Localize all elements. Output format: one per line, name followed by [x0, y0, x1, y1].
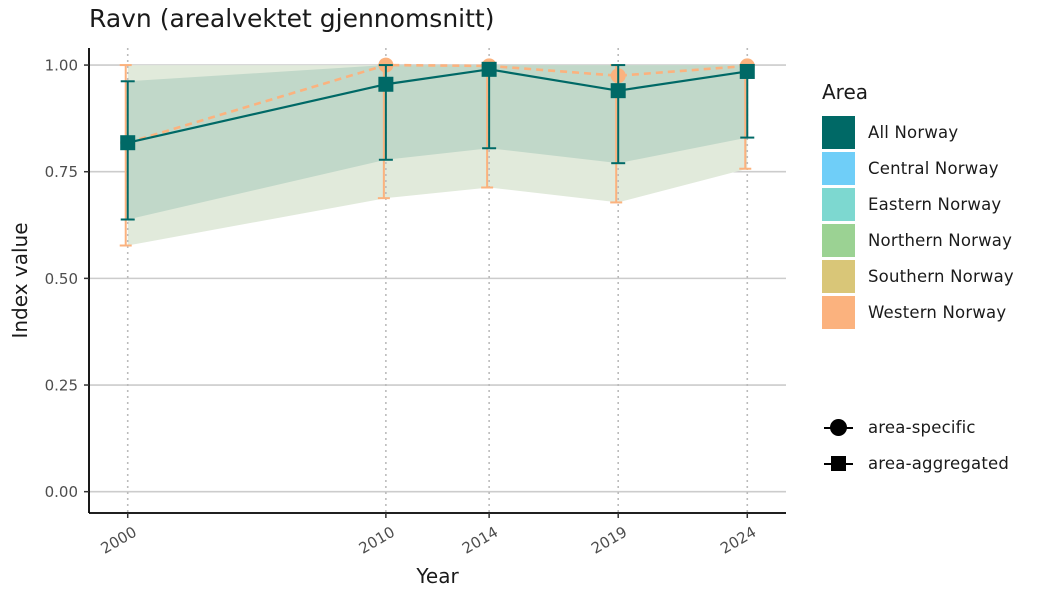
legend-item-southern-norway: Southern Norway [822, 258, 1014, 294]
legend-label: Southern Norway [868, 266, 1014, 286]
y-tick-label: 0.50 [45, 270, 78, 288]
legend-title: Area [822, 80, 869, 104]
legend-label: area-aggregated [868, 453, 1010, 473]
legend-swatch [822, 115, 855, 149]
data-point-all-norway [610, 83, 626, 99]
square-marker-icon [822, 447, 855, 480]
legend-item-eastern-norway: Eastern Norway [822, 186, 1014, 222]
legend-swatch [822, 187, 855, 221]
legend-label: Eastern Norway [868, 194, 1002, 214]
data-point-all-norway [378, 76, 394, 92]
legend-label: area-specific [868, 417, 976, 437]
x-tick-label: 2019 [588, 523, 630, 558]
legend-swatch [822, 223, 855, 257]
confidence-band-all [127, 65, 748, 220]
legend-item-all-norway: All Norway [822, 114, 1014, 150]
legend-label: Central Norway [868, 158, 999, 178]
data-point-all-norway [739, 63, 755, 79]
chart-title: Ravn (arealvektet gjennomsnitt) [89, 4, 495, 33]
y-tick-label: 0.25 [45, 377, 78, 395]
y-axis-title: Index value [8, 222, 32, 338]
area-legend: Area All Norway Central Norway Eastern N… [822, 80, 1014, 330]
data-point-all-norway [120, 135, 136, 151]
legend-item-western-norway: Western Norway [822, 294, 1014, 330]
legend-item-northern-norway: Northern Norway [822, 222, 1014, 258]
legend-swatch [822, 259, 855, 293]
legend-item-area-aggregated: area-aggregated [822, 445, 1009, 481]
x-axis-title: Year [415, 564, 459, 588]
x-tick-label: 2024 [717, 523, 759, 558]
legend-swatch [822, 295, 855, 329]
circle-marker-icon [822, 411, 855, 444]
legend-label: All Norway [868, 122, 959, 142]
y-tick-label: 1.00 [45, 57, 78, 75]
legend-swatch [822, 151, 855, 185]
y-tick-label: 0.75 [45, 163, 78, 181]
x-tick-label: 2000 [98, 523, 140, 558]
marker-legend: area-specific area-aggregated [822, 409, 1009, 481]
data-point-all-norway [481, 61, 497, 77]
legend-label: Northern Norway [868, 230, 1013, 250]
legend-item-area-specific: area-specific [822, 409, 1009, 445]
y-tick-label: 0.00 [45, 483, 78, 501]
legend-item-central-norway: Central Norway [822, 150, 1014, 186]
x-tick-label: 2010 [356, 523, 398, 558]
legend-label: Western Norway [868, 302, 1007, 322]
x-tick-label: 2014 [459, 523, 501, 558]
